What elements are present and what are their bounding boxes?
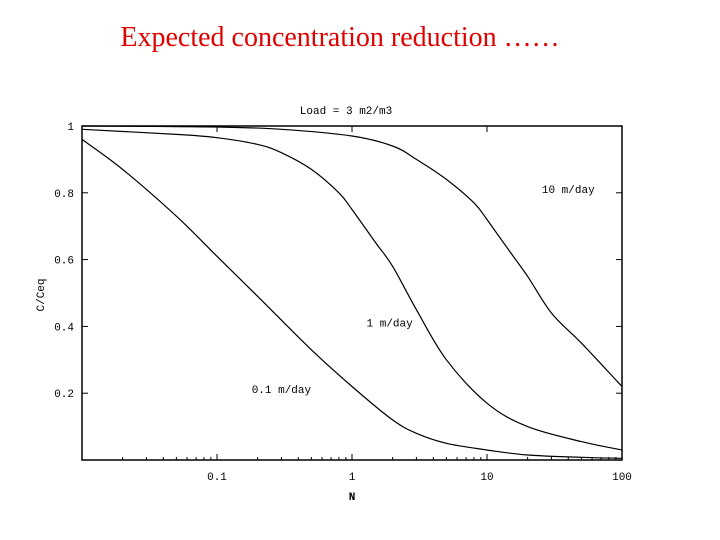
series-line-1 [81, 138, 623, 459]
series-line-2 [81, 128, 623, 451]
curve-annotations: 10 m/day 1 m/day 0.1 m/day [252, 185, 595, 397]
series-lines [81, 125, 623, 459]
x-axis-ticks: 0.1 1 10 100 [122, 126, 632, 484]
curve-label: 1 m/day [367, 318, 414, 330]
x-tick-label: 100 [612, 472, 632, 484]
x-tick-label: 0.1 [207, 472, 227, 484]
x-tick-label: 1 [349, 472, 356, 484]
curve-label: 0.1 m/day [252, 385, 312, 397]
curve-label: 10 m/day [542, 185, 595, 197]
chart-title: Load = 3 m2/m3 [300, 106, 392, 118]
y-axis-ticks: 0.2 0.4 0.6 0.8 1 [54, 122, 622, 401]
x-axis-label: N [349, 492, 356, 504]
y-tick-label: 0.2 [54, 389, 74, 401]
y-tick-label: 0.4 [54, 322, 74, 334]
series-line-3 [81, 125, 623, 387]
plot-frame [81, 125, 623, 461]
y-tick-label: 0.6 [54, 256, 74, 268]
y-axis-label: C/Ceq [36, 278, 48, 311]
x-tick-label: 10 [480, 472, 493, 484]
y-tick-label: 0.8 [54, 189, 74, 201]
slide-title: Expected concentration reduction …… [120, 22, 560, 53]
y-tick-label: 1 [67, 122, 74, 134]
